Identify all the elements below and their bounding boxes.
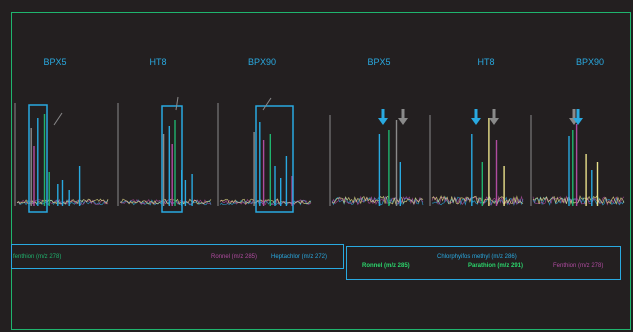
- baseline-trace: [532, 195, 625, 205]
- legend-right: [346, 246, 621, 280]
- legend-ronnel: Ronnel (m/z 285): [211, 254, 258, 260]
- baseline-trace: [219, 198, 312, 205]
- arrow-grey-head: [398, 118, 408, 125]
- legend-parathion: Parathion (m/z 291): [468, 263, 524, 269]
- arrow-grey-shaft: [492, 109, 496, 118]
- pointer-line: [262, 97, 272, 111]
- highlight-box-bpx5: [28, 104, 48, 213]
- arrow-grey-shaft: [572, 109, 576, 118]
- baseline-trace: [431, 195, 524, 205]
- pointer-line: [53, 112, 63, 126]
- arrow-blue-shaft: [474, 109, 478, 118]
- panel-title-bpx5-left: BPX5: [43, 57, 67, 67]
- arrow-grey-head: [489, 118, 499, 125]
- panel-title-bpx5-right: BPX5: [367, 57, 391, 67]
- legend-fenthion-right: Fenthion (m/z 278): [553, 263, 604, 269]
- baseline-trace: [431, 195, 524, 206]
- arrow-grey-shaft: [401, 109, 405, 118]
- arrow-blue-shaft: [576, 109, 580, 118]
- arrow-blue-head: [378, 118, 388, 125]
- legend-chlorpyrifos-methyl: Chlorphyifos methyl (m/z 286): [437, 254, 517, 260]
- panel-title-ht8-left: HT8: [149, 57, 167, 67]
- highlight-box-ht8: [161, 105, 183, 213]
- legend-left: [11, 244, 344, 269]
- baseline-trace: [331, 195, 424, 205]
- panel-title-ht8-right: HT8: [477, 57, 495, 67]
- panel-title-bpx90-right: BPX90: [575, 57, 605, 67]
- arrow-blue-head: [573, 118, 583, 125]
- figure-frame: [11, 12, 631, 330]
- baseline-trace: [119, 198, 212, 205]
- arrow-blue-head: [471, 118, 481, 125]
- highlight-box-bpx90: [255, 105, 294, 213]
- baseline-trace: [219, 198, 312, 206]
- legend-ronnel-right: Ronnel (m/z 285): [362, 263, 410, 269]
- panel-title-bpx90-left: BPX90: [247, 57, 277, 67]
- legend-fenthion: fenthion (m/z 278): [13, 254, 62, 260]
- legend-heptachlor: Heptachlor (m/z 272): [271, 254, 328, 260]
- pointer-line: [175, 96, 179, 111]
- arrow-blue-shaft: [381, 109, 385, 118]
